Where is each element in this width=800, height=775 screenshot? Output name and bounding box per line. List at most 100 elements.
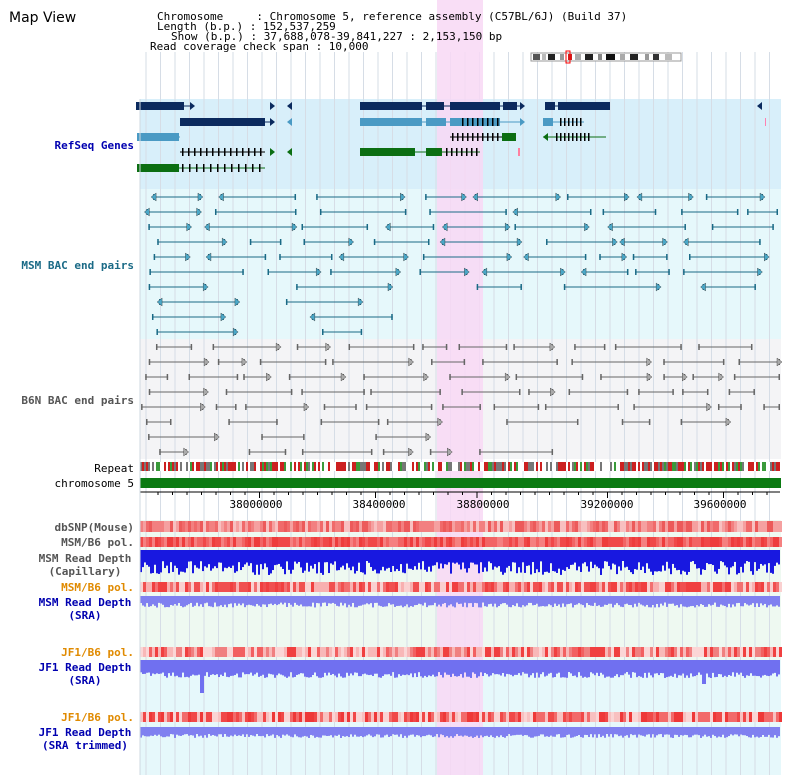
msm-b6-pol-sra-cell [248,582,251,592]
jf1-depth-trimmed-bar [144,727,146,737]
msm-depth-capillary-bar [704,550,706,571]
jf1-depth-sra-bar [278,660,280,674]
msm-depth-capillary-bar [646,550,648,564]
msm-depth-sra-bar [342,596,344,606]
repeat-mark [696,462,698,471]
gene-strand-arrow [543,133,548,141]
msm-depth-sra-bar [364,596,366,605]
jf1-b6-pol-cell [365,647,368,657]
jf1-depth-trimmed-bar [480,727,482,736]
jf1-depth-trimmed-bar [692,727,694,736]
msm-b6-pol-cell [668,537,671,547]
track-label-jf1-depth-sra[interactable]: JF1 Read Depth (SRA) [38,661,132,687]
msm-depth-capillary-bar [426,550,428,572]
jf1-depth-sra-bar [306,660,308,678]
track-label-dbsnp[interactable]: dbSNP(Mouse) [54,521,134,534]
dbsnp-density-cell [296,521,299,532]
track-label-msm-depth-sra[interactable]: MSM Read Depth (SRA) [38,596,132,622]
jf1-depth-sra-bar [690,660,692,674]
jf1-depth-trimmed-bar [294,727,296,735]
b6n-bac-end-arrow [550,387,556,397]
msm-b6-pol-sra-cell [638,582,641,592]
msm-b6-pol-sra-cell [575,582,578,592]
dbsnp-density-cell [599,521,602,532]
jf1-b6-pol-cell [341,647,344,657]
msm-b6-pol-sra-cell [416,582,419,592]
msm-b6-pol-sra-cell [359,582,362,592]
dbsnp-density-cell [635,521,638,532]
repeat-mark [182,462,184,471]
jf1-depth-sra-bar [244,660,246,675]
msm-depth-sra-bar [310,596,312,607]
jf1-depth-trimmed-bar [162,727,164,738]
msm-b6-pol-sra-cell [158,582,161,592]
msm-bac-pair-end [754,284,756,290]
jf1-b6-pol-cell [146,647,149,657]
track-label-jf1-depth-trimmed[interactable]: JF1 Read Depth (SRA trimmed) [38,726,132,752]
msm-b6-pol-sra-cell [272,582,275,592]
jf1-b6-pol-cell [380,647,383,657]
jf1-depth-trimmed-bar [514,727,516,736]
repeat-mark [584,462,586,471]
jf1-depth-sra-bar [464,660,466,673]
msm-depth-sra-bar [680,596,682,605]
msm-b6-pol-sra-cell [293,582,296,592]
msm-depth-capillary-bar [490,550,492,564]
jf1-b6-pol-cell [164,647,167,657]
dbsnp-density-cell [548,521,551,532]
jf1-depth-sra-bar [658,660,660,676]
jf1-depth-sra-bar [578,660,580,673]
track-label-chromosome[interactable]: chromosome 5 [54,477,134,490]
msm-depth-capillary-bar [354,550,356,574]
jf1-depth-trimmed-bar [684,727,686,735]
jf1-b6-pol-cell [203,647,206,657]
msm-b6-pol-sra-cell [563,582,566,592]
gene-exon [492,133,494,141]
jf1-depth-sra-bar [702,660,704,684]
jf1-depth-trimmed-bar [686,727,688,736]
msm-depth-capillary-bar [204,550,206,567]
jf1-depth-trimmed-bar [328,727,330,736]
jf1-b6-pol-cell [593,647,596,657]
msm-depth-sra-bar [732,596,734,605]
jf1-depth-sra-bar [550,660,552,673]
jf1-b6-pol-trimmed-cell [626,712,629,722]
jf1-b6-pol-cell [719,647,722,657]
track-label-msm-bac[interactable]: MSM BAC end pairs [21,259,134,272]
msm-depth-sra-bar [514,596,516,607]
msm-b6-pol-sra-cell [491,582,494,592]
track-label-repeat[interactable]: Repeat [94,462,134,475]
track-label-msm-b6-pol[interactable]: MSM/B6 pol. [61,536,134,549]
dbsnp-density-cell [602,521,605,532]
dbsnp-density-cell [350,521,353,532]
msm-depth-capillary-bar [256,550,258,565]
track-label-jf1-b6-pol-trimmed[interactable]: JF1/B6 pol. [61,711,134,724]
jf1-b6-pol-cell [674,647,677,657]
jf1-depth-sra-bar [440,660,442,675]
msm-depth-capillary-bar [672,550,674,564]
msm-b6-pol-sra-cell [749,582,752,592]
msm-depth-sra-bar [166,596,168,608]
jf1-b6-pol-cell [692,647,695,657]
track-label-msm-b6-pol-sra[interactable]: MSM/B6 pol. [61,581,134,594]
msm-depth-capillary-bar [582,550,584,564]
msm-depth-sra-bar [350,596,352,607]
track-label-refseq[interactable]: RefSeq Genes [54,139,134,152]
gene-strand-arrow [287,148,292,156]
jf1-b6-pol-cell [671,647,674,657]
repeat-mark [574,462,576,471]
gene-exon [210,164,212,172]
msm-b6-pol-sra-cell [140,582,143,592]
msm-bac-end-arrow [560,267,566,277]
dbsnp-density-cell [230,521,233,532]
track-label-jf1-b6-pol[interactable]: JF1/B6 pol. [61,646,134,659]
jf1-depth-trimmed-bar [746,727,748,737]
dbsnp-density-cell [416,521,419,532]
track-label-msm-depth-capillary[interactable]: MSM Read Depth (Capillary) [38,552,132,578]
track-label-b6n-bac[interactable]: B6N BAC end pairs [21,394,134,407]
msm-bac-pair-end [599,254,601,260]
gene-exon [568,133,570,141]
jf1-b6-pol-cell [728,647,731,657]
msm-b6-pol-sra-cell [356,582,359,592]
